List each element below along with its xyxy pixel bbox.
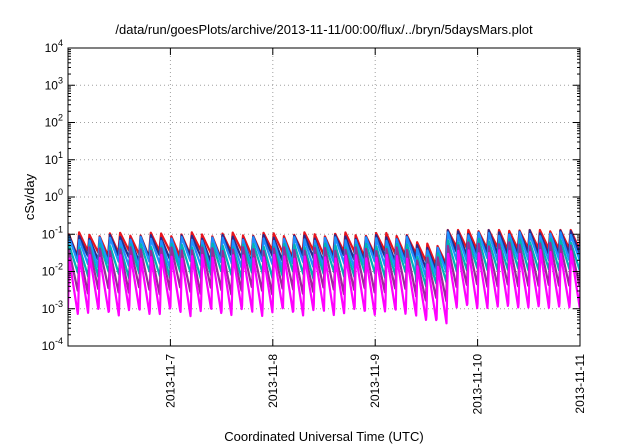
y-tick-label: 102 — [45, 113, 63, 130]
x-tick-label: 2013-11-9 — [368, 354, 382, 408]
y-tick-label: 10-2 — [42, 262, 63, 279]
x-tick-label: 2013-11-8 — [266, 354, 280, 408]
y-tick-label: 10-1 — [42, 224, 63, 241]
x-axis: 2013-11-7 2013-11-8 2013-11-9 2013-11-10 201… — [163, 48, 587, 415]
x-tick-label: 2013-11-7 — [163, 354, 177, 408]
chart-title: /data/run/goesPlots/archive/2013-11-11/0… — [115, 22, 533, 37]
y-tick-label: 104 — [45, 38, 63, 55]
y-axis-label: cSv/day — [22, 173, 37, 220]
x-tick-label: 2013-11-10 — [471, 354, 485, 415]
y-tick-label: 101 — [45, 150, 63, 167]
y-tick-label: 10-3 — [42, 299, 63, 316]
series-line — [68, 248, 580, 325]
y-axis: 10-4 10-3 10-2 10-1 100 101 102 103 104 — [42, 38, 580, 353]
y-tick-label: 103 — [45, 75, 63, 92]
y-tick-label: 100 — [45, 187, 63, 204]
y-tick-label: 10-4 — [42, 336, 63, 353]
x-tick-label: 2013-11-11 — [573, 354, 587, 414]
x-axis-label: Coordinated Universal Time (UTC) — [224, 429, 423, 444]
data-series — [68, 228, 580, 325]
